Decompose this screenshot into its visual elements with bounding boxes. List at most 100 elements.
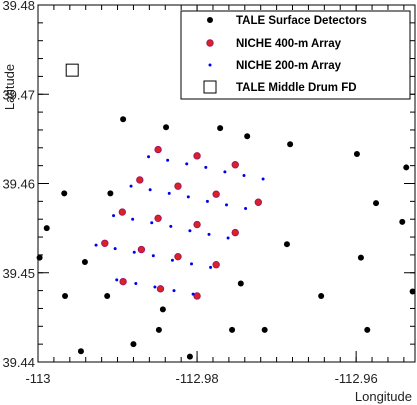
data-point — [118, 208, 127, 216]
data-point — [283, 241, 290, 248]
data-point — [174, 182, 182, 190]
legend-label: NICHE 200-m Array — [236, 60, 342, 72]
legend-label: NICHE 400-m Array — [236, 38, 342, 50]
data-point — [148, 188, 152, 192]
data-point — [112, 214, 116, 218]
data-point — [223, 170, 227, 174]
data-point — [231, 161, 239, 169]
data-point — [209, 265, 213, 269]
x-tick-label: -113 — [25, 371, 50, 386]
data-point — [120, 116, 127, 123]
data-point — [185, 162, 189, 166]
y-tick-label: 39.48 — [2, 0, 35, 13]
data-point — [156, 285, 165, 293]
data-point — [229, 326, 236, 333]
data-point — [186, 195, 190, 199]
data-point — [217, 125, 224, 132]
data-point — [169, 224, 173, 228]
data-point — [207, 232, 211, 236]
data-point — [134, 281, 138, 285]
data-point — [61, 190, 68, 197]
series-group — [94, 155, 265, 296]
data-point — [212, 190, 220, 198]
data-point — [166, 158, 170, 162]
legend-item: NICHE 400-m Array — [206, 38, 342, 50]
legend: TALE Surface Detectors NICHE 400-m Array N… — [180, 10, 411, 100]
data-point — [62, 292, 69, 299]
data-point — [237, 280, 244, 287]
data-point — [43, 225, 50, 232]
data-point — [409, 288, 416, 295]
data-point — [113, 247, 117, 251]
data-point — [172, 289, 176, 293]
data-point — [261, 326, 268, 333]
x-axis-title: Longitude — [355, 389, 412, 404]
data-point — [132, 250, 136, 254]
data-point — [36, 254, 43, 261]
data-point — [364, 326, 371, 333]
data-point — [119, 277, 127, 286]
x-tick-labels: -113 -112.98 -112.96 — [25, 371, 377, 386]
data-point — [212, 261, 220, 269]
data-point — [81, 259, 88, 266]
data-point — [205, 199, 209, 203]
x-tick-label: -112.96 — [335, 371, 378, 386]
series-group — [65, 63, 79, 77]
data-point — [137, 245, 146, 254]
data-point — [186, 353, 193, 360]
legend-label: TALE Middle Drum FD — [236, 82, 357, 94]
legend-item: TALE Surface Detectors — [207, 15, 367, 27]
y-tick-labels: 39.44 39.45 39.46 39.47 39.48 — [2, 0, 35, 370]
x-tick-label: -112.98 — [176, 371, 219, 386]
data-point — [147, 155, 151, 159]
data-point — [151, 254, 155, 258]
legend-swatch — [207, 17, 213, 23]
data-point — [174, 252, 182, 261]
data-point — [170, 258, 174, 262]
data-point — [104, 292, 111, 299]
y-tick-label: 39.44 — [2, 355, 35, 370]
legend-swatch — [203, 80, 217, 94]
data-point — [188, 229, 192, 233]
legend-label: TALE Surface Detectors — [236, 15, 367, 27]
y-tick-label: 39.47 — [2, 87, 35, 102]
data-point — [191, 292, 195, 296]
legend-swatch — [208, 63, 212, 67]
data-point — [244, 133, 251, 140]
data-point — [244, 206, 248, 210]
data-point — [231, 228, 239, 237]
data-point — [129, 184, 133, 188]
y-axis-title: Latitude — [2, 64, 17, 110]
y-tick-label: 39.46 — [2, 177, 35, 192]
data-point — [261, 177, 265, 181]
legend-item: TALE Middle Drum FD — [203, 80, 357, 94]
data-point — [242, 173, 246, 177]
data-point — [130, 341, 137, 348]
data-point — [403, 164, 410, 171]
data-point — [153, 285, 157, 289]
data-point — [94, 243, 98, 247]
legend-box — [180, 10, 411, 100]
series-group — [101, 145, 263, 300]
data-point — [357, 254, 364, 261]
data-point — [353, 151, 360, 158]
data-point — [193, 220, 201, 229]
data-point — [399, 218, 406, 225]
data-point — [254, 198, 263, 206]
data-points — [36, 63, 416, 360]
data-point — [65, 63, 79, 77]
data-point — [190, 262, 194, 266]
data-point — [318, 292, 325, 299]
data-point — [101, 239, 109, 247]
series-group — [36, 116, 416, 360]
data-point — [287, 141, 294, 148]
y-tick-label: 39.45 — [2, 266, 35, 281]
data-point — [167, 191, 171, 195]
legend-swatch — [206, 39, 214, 47]
data-point — [193, 292, 201, 300]
data-point — [226, 236, 230, 240]
data-point — [225, 203, 228, 207]
data-point — [204, 165, 208, 169]
data-point — [155, 326, 162, 333]
